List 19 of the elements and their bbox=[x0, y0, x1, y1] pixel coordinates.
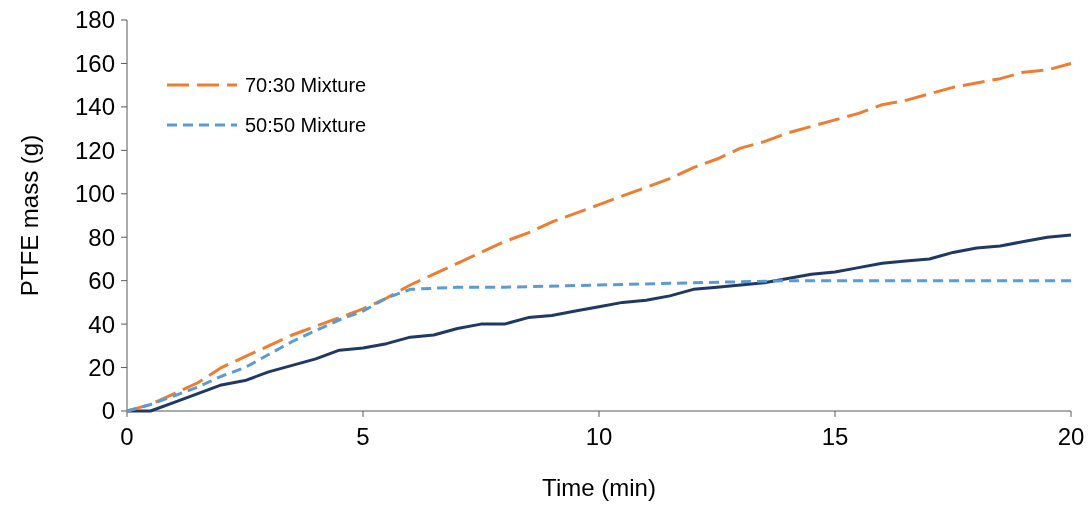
x-tick-label: 0 bbox=[120, 423, 134, 450]
y-tick-label: 40 bbox=[88, 310, 115, 338]
y-tick-label: 160 bbox=[74, 49, 115, 77]
legend-label: 50:50 Mixture bbox=[245, 114, 367, 136]
x-tick-label: 10 bbox=[585, 423, 613, 450]
legend-label: 70:30 Mixture bbox=[245, 74, 367, 96]
y-axis-title: PTFE mass (g) bbox=[16, 134, 43, 297]
x-tick-label: 5 bbox=[356, 423, 370, 450]
y-tick-label: 180 bbox=[74, 6, 115, 34]
y-tick-label: 0 bbox=[101, 397, 115, 425]
x-axis-title: Time (min) bbox=[542, 474, 656, 501]
y-tick-label: 60 bbox=[88, 267, 115, 295]
x-tick-label: 20 bbox=[1057, 423, 1085, 450]
x-tick-label: 15 bbox=[821, 423, 849, 450]
y-tick-label: 100 bbox=[74, 180, 115, 208]
y-tick-label: 20 bbox=[88, 353, 115, 381]
y-tick-label: 120 bbox=[74, 136, 115, 164]
y-tick-label: 140 bbox=[74, 93, 115, 121]
y-tick-label: 80 bbox=[88, 223, 115, 251]
